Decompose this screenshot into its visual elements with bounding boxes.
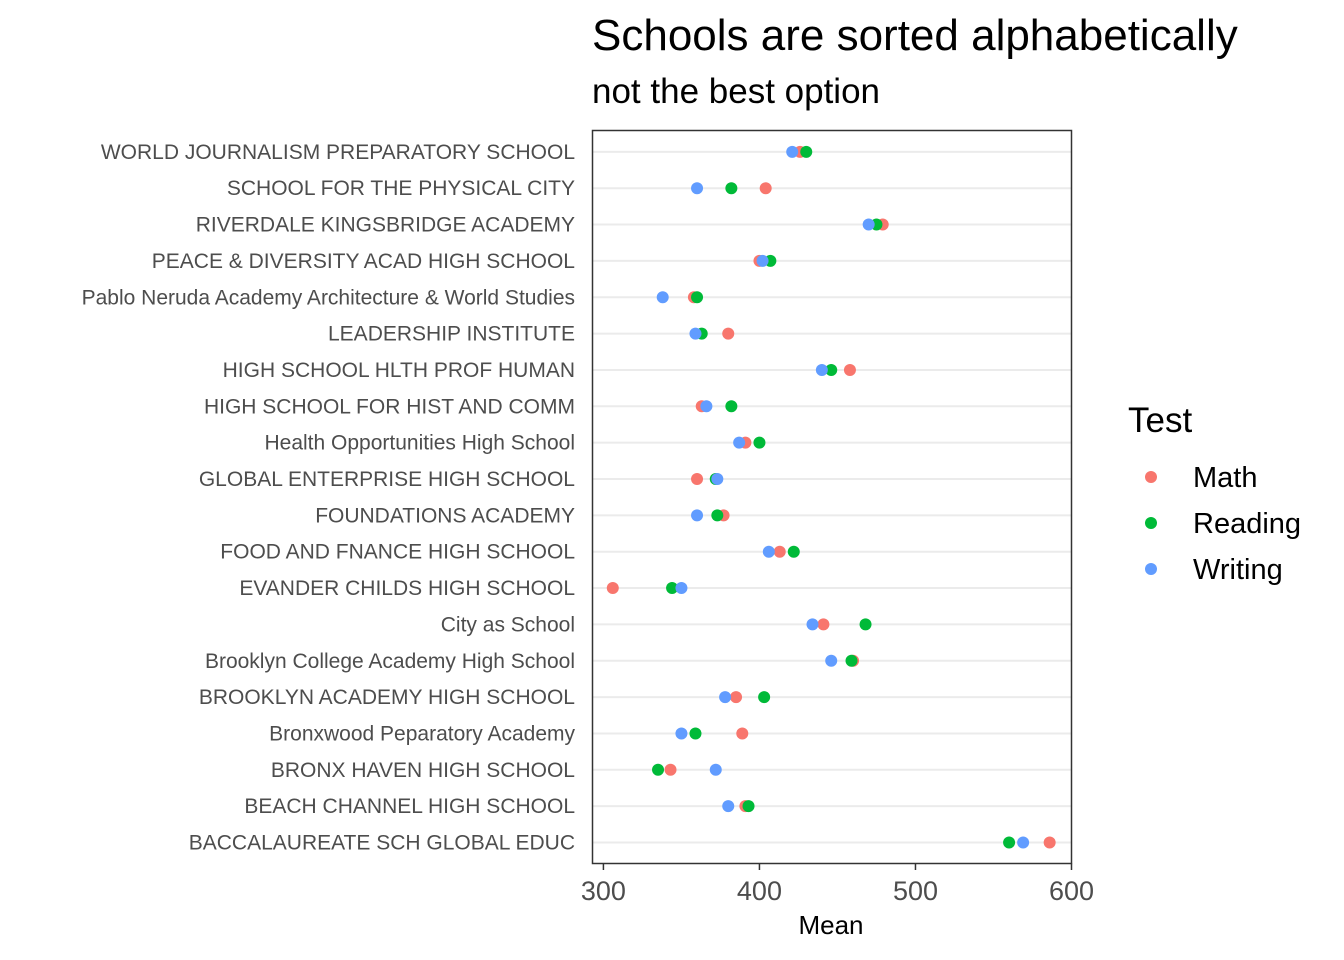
point-math: [736, 727, 749, 740]
point-math: [759, 182, 772, 195]
x-axis-title: Mean: [798, 910, 863, 940]
plot-panel-background: [592, 130, 1072, 864]
y-tick-label: WORLD JOURNALISM PREPARATORY SCHOOL: [101, 141, 575, 164]
point-writing: [806, 618, 819, 631]
y-tick-label: RIVERDALE KINGSBRIDGE ACADEMY: [196, 214, 575, 237]
point-reading: [689, 727, 702, 740]
y-tick-label: Pablo Neruda Academy Architecture & Worl…: [82, 286, 575, 309]
point-writing: [691, 182, 704, 195]
legend-title: Test: [1128, 401, 1192, 440]
point-writing: [815, 363, 828, 376]
data-points: [606, 145, 1056, 849]
point-reading: [725, 182, 738, 195]
point-writing: [656, 291, 669, 304]
legend-key-reading: [1145, 517, 1157, 529]
point-math: [1043, 836, 1056, 849]
x-tick-label: 300: [581, 876, 626, 906]
y-tick-label: FOOD AND FNANCE HIGH SCHOOL: [220, 541, 575, 564]
point-reading: [691, 291, 704, 304]
legend-key-writing: [1145, 563, 1157, 575]
point-math: [817, 618, 830, 631]
point-writing: [711, 473, 724, 485]
point-reading: [652, 763, 665, 776]
chart-title: Schools are sorted alphabetically: [592, 11, 1238, 60]
point-writing: [825, 654, 838, 667]
y-tick-label: LEADERSHIP INSTITUTE: [328, 323, 575, 346]
legend: Test Math Reading Writing: [1128, 401, 1301, 586]
point-writing: [689, 327, 702, 340]
legend-label-math: Math: [1193, 462, 1257, 494]
legend-key-math: [1145, 471, 1157, 483]
point-writing: [675, 727, 688, 740]
y-tick-label: HIGH SCHOOL HLTH PROF HUMAN: [223, 359, 575, 382]
x-axis: 300 400 500 600: [581, 863, 1094, 906]
point-writing: [722, 800, 735, 813]
y-tick-label: BACCALAUREATE SCH GLOBAL EDUC: [189, 832, 575, 855]
y-tick-label: BRONX HAVEN HIGH SCHOOL: [271, 759, 575, 782]
point-math: [773, 545, 786, 558]
point-math: [691, 473, 704, 485]
y-tick-label: BEACH CHANNEL HIGH SCHOOL: [244, 795, 575, 818]
point-math: [722, 327, 735, 340]
point-writing: [756, 254, 769, 267]
point-math: [843, 363, 856, 376]
y-axis-labels: BACCALAUREATE SCH GLOBAL EDUC BEACH CHANN…: [82, 141, 576, 855]
point-writing: [719, 691, 732, 704]
point-writing: [709, 763, 722, 776]
point-writing: [786, 145, 799, 158]
x-tick-label: 400: [737, 876, 782, 906]
point-reading: [753, 436, 766, 449]
point-writing: [1017, 836, 1030, 849]
point-writing: [700, 400, 713, 413]
plot-panel-border: [591, 129, 1073, 865]
point-reading: [845, 654, 858, 667]
legend-label-reading: Reading: [1193, 508, 1301, 540]
point-writing: [691, 509, 704, 522]
point-writing: [862, 218, 875, 231]
y-tick-label: EVANDER CHILDS HIGH SCHOOL: [239, 577, 575, 600]
point-writing: [675, 582, 688, 595]
y-tick-label: City as School: [441, 613, 575, 636]
point-math: [664, 763, 677, 776]
y-tick-label: HIGH SCHOOL FOR HIST AND COMM: [204, 395, 575, 418]
point-reading: [742, 800, 755, 813]
y-tick-label: Brooklyn College Academy High School: [205, 650, 575, 673]
point-reading: [859, 618, 872, 631]
point-reading: [825, 363, 838, 376]
y-tick-label: FOUNDATIONS ACADEMY: [315, 504, 575, 527]
point-writing: [762, 545, 775, 558]
x-tick-label: 500: [893, 876, 938, 906]
y-tick-label: Bronxwood Peparatory Academy: [269, 722, 575, 745]
point-reading: [666, 582, 679, 595]
x-tick-label: 600: [1049, 876, 1094, 906]
y-tick-label: Health Opportunities High School: [264, 432, 575, 455]
point-math: [730, 691, 743, 704]
point-reading: [800, 145, 813, 158]
point-writing: [733, 436, 746, 449]
point-reading: [711, 509, 724, 522]
y-tick-label: SCHOOL FOR THE PHYSICAL CITY: [227, 177, 575, 200]
point-math: [606, 582, 619, 595]
point-reading: [787, 545, 800, 558]
point-reading: [1003, 836, 1016, 849]
y-tick-label: GLOBAL ENTERPRISE HIGH SCHOOL: [199, 468, 575, 491]
point-reading: [758, 691, 771, 704]
point-reading: [725, 400, 738, 413]
chart-subtitle: not the best option: [592, 72, 880, 111]
legend-label-writing: Writing: [1193, 554, 1283, 586]
y-tick-label: PEACE & DIVERSITY ACAD HIGH SCHOOL: [152, 250, 575, 273]
y-tick-label: BROOKLYN ACADEMY HIGH SCHOOL: [199, 686, 575, 709]
